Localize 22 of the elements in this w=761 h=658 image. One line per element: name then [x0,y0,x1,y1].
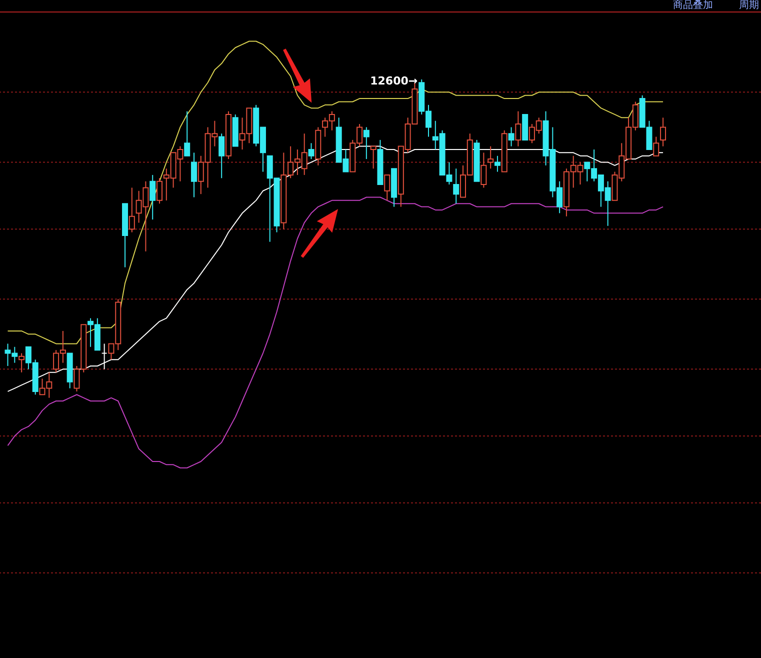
candlestick [184,110,190,156]
candlestick [101,343,108,370]
candlestick [363,126,370,160]
candlestick [488,146,494,170]
text: 周期 [739,0,759,11]
candlestick [384,174,390,201]
candlestick [218,133,225,179]
annotation: 12600→ [370,74,418,88]
candlestick [660,117,666,147]
candlestick [494,155,500,172]
candlestick [150,174,156,220]
candlestick [508,126,514,147]
candlestick [156,178,163,204]
candlestick [453,168,460,204]
candlestick [18,352,25,373]
candlestick [190,152,197,198]
candlestick [653,136,660,156]
candlestick [308,142,314,160]
candlestick [515,110,522,147]
candlestick [128,187,135,233]
candlestick [370,146,376,170]
candlestick [480,152,487,188]
